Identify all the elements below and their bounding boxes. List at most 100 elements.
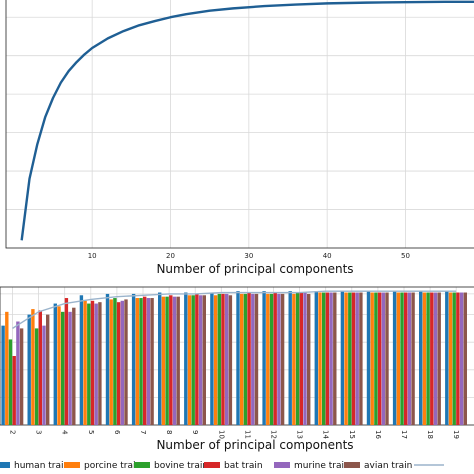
top-series-lines bbox=[22, 2, 474, 240]
bar bbox=[382, 293, 385, 425]
bar bbox=[359, 293, 362, 425]
bar bbox=[221, 294, 224, 425]
bar bbox=[456, 293, 459, 425]
legend-label: porcine train bbox=[84, 461, 141, 471]
bar bbox=[195, 294, 198, 425]
bar bbox=[244, 294, 247, 425]
bottom-x-tick-label: 7 bbox=[139, 430, 147, 434]
bar bbox=[124, 299, 127, 425]
bar bbox=[169, 295, 172, 425]
bar bbox=[87, 304, 90, 425]
bar bbox=[322, 293, 325, 425]
bar bbox=[61, 312, 64, 425]
bar bbox=[98, 302, 101, 425]
top-x-tick-label: 40 bbox=[323, 252, 332, 260]
bar bbox=[203, 295, 206, 425]
bar bbox=[251, 294, 254, 425]
bar bbox=[173, 297, 176, 425]
bar bbox=[255, 294, 258, 425]
legend-swatch bbox=[344, 462, 360, 468]
legend-swatch bbox=[204, 462, 220, 468]
legend-label: murine train bbox=[294, 461, 350, 471]
bar bbox=[326, 293, 329, 425]
legend-swatch bbox=[0, 462, 10, 468]
bar bbox=[423, 293, 426, 425]
bar bbox=[5, 312, 8, 425]
legend-swatch bbox=[274, 462, 290, 468]
bar bbox=[356, 293, 359, 425]
bar bbox=[188, 295, 191, 425]
bottom-bar-chart: 2 3 4 5 6 7 8 9 10 11 12 13 14 15 16 17 18 19 Number of p… bbox=[0, 287, 474, 452]
bar bbox=[385, 293, 388, 425]
bar bbox=[329, 293, 332, 425]
top-x-axis-label: Number of principal components bbox=[156, 262, 353, 276]
bar bbox=[344, 293, 347, 425]
bar bbox=[165, 297, 168, 425]
bar bbox=[121, 301, 124, 425]
bar bbox=[400, 293, 403, 425]
bar bbox=[315, 291, 318, 425]
bar bbox=[16, 322, 19, 426]
bar bbox=[132, 294, 135, 425]
bar bbox=[184, 293, 187, 425]
bottom-x-tick-label: 18 bbox=[426, 430, 434, 439]
bar bbox=[348, 293, 351, 425]
bar bbox=[225, 294, 228, 425]
bar bbox=[419, 291, 422, 425]
legend-swatch bbox=[134, 462, 150, 468]
bar bbox=[117, 302, 120, 425]
legend-label: bovine train bbox=[154, 461, 208, 471]
bar bbox=[240, 294, 243, 425]
bar bbox=[464, 293, 467, 425]
bar bbox=[374, 293, 377, 425]
bar bbox=[192, 295, 195, 425]
bar bbox=[110, 299, 113, 425]
bottom-bars bbox=[1, 291, 467, 425]
bottom-x-tick-label: 19 bbox=[452, 430, 460, 439]
bar bbox=[68, 312, 71, 425]
bar bbox=[333, 293, 336, 425]
bar bbox=[378, 293, 381, 425]
bottom-x-tick-label: 4 bbox=[61, 430, 69, 435]
bar bbox=[162, 297, 165, 425]
bar bbox=[218, 294, 221, 425]
legend-label: bat train bbox=[224, 461, 263, 471]
top-plot-frame bbox=[6, 0, 474, 248]
bar bbox=[292, 294, 295, 425]
bar bbox=[113, 298, 116, 425]
bar bbox=[426, 293, 429, 425]
top-line-chart: 10 20 30 40 50 Number of principal component… bbox=[6, 0, 474, 276]
bottom-mean-line bbox=[13, 291, 457, 328]
bar bbox=[303, 293, 306, 425]
bar bbox=[341, 291, 344, 425]
bar bbox=[277, 294, 280, 425]
bar bbox=[247, 293, 250, 425]
bar bbox=[262, 291, 265, 425]
bar bbox=[449, 293, 452, 425]
bar bbox=[39, 310, 42, 425]
bar bbox=[143, 297, 146, 425]
bar bbox=[281, 294, 284, 425]
top-x-tick-label: 50 bbox=[401, 252, 410, 260]
bar bbox=[28, 315, 31, 425]
top-x-tick-label: 10 bbox=[88, 252, 97, 260]
bar bbox=[270, 294, 273, 425]
bar bbox=[57, 306, 60, 425]
legend-label: avian train bbox=[364, 461, 412, 471]
bar bbox=[289, 291, 292, 425]
bar bbox=[83, 301, 86, 425]
bar bbox=[296, 293, 299, 425]
bar bbox=[404, 293, 407, 425]
bar bbox=[453, 293, 456, 425]
bar bbox=[460, 293, 463, 425]
bar bbox=[177, 297, 180, 425]
bar bbox=[397, 293, 400, 425]
bar bbox=[13, 356, 16, 425]
bar bbox=[150, 298, 153, 425]
bottom-x-tick-label: 16 bbox=[374, 430, 382, 439]
bar bbox=[106, 294, 109, 425]
bar bbox=[72, 308, 75, 425]
bar bbox=[438, 293, 441, 425]
bar bbox=[199, 295, 202, 425]
bottom-x-tick-label: 9 bbox=[191, 430, 199, 434]
